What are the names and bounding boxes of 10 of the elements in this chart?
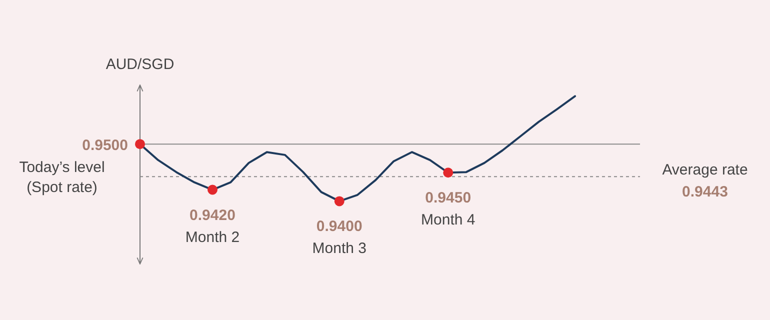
data-label: 0.9420 [190,206,236,224]
annotation: Month 2 [185,228,240,246]
ref-line-label: Average rate 0.9443 [662,162,748,201]
data-label: 0.9400 [316,218,362,236]
data-label: 0.9450 [425,190,472,207]
annotation: Month 3 [312,240,366,258]
annotation: Month 4 [421,212,476,229]
text: Today’s level (Spot rate) [19,159,105,196]
y-axis-title: AUD/SGD [106,56,174,73]
data-label: 0.9500 [82,137,128,154]
